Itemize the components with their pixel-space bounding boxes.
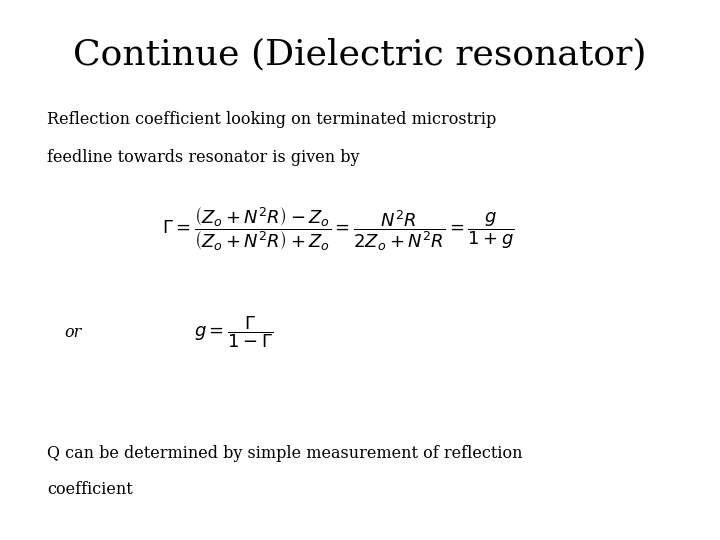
- Text: Q can be determined by simple measurement of reflection: Q can be determined by simple measuremen…: [47, 446, 522, 462]
- Text: coefficient: coefficient: [47, 481, 132, 497]
- Text: $\Gamma = \dfrac{\left(Z_o + N^2R\right) - Z_o}{\left(Z_o + N^2R\right) + Z_o} =: $\Gamma = \dfrac{\left(Z_o + N^2R\right)…: [162, 206, 515, 253]
- Text: $g = \dfrac{\Gamma}{1 - \Gamma}$: $g = \dfrac{\Gamma}{1 - \Gamma}$: [194, 314, 274, 350]
- Text: feedline towards resonator is given by: feedline towards resonator is given by: [47, 148, 359, 165]
- Text: Continue (Dielectric resonator): Continue (Dielectric resonator): [73, 38, 647, 72]
- Text: Reflection coefficient looking on terminated microstrip: Reflection coefficient looking on termin…: [47, 111, 496, 127]
- Text: or: or: [65, 323, 82, 341]
